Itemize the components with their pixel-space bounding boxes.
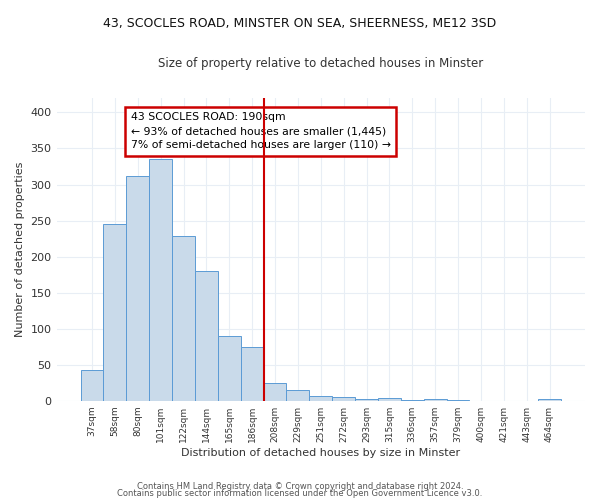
Bar bbox=[218, 336, 241, 400]
X-axis label: Distribution of detached houses by size in Minster: Distribution of detached houses by size … bbox=[181, 448, 460, 458]
Text: Contains public sector information licensed under the Open Government Licence v3: Contains public sector information licen… bbox=[118, 489, 482, 498]
Bar bbox=[310, 396, 332, 400]
Bar bbox=[263, 382, 286, 400]
Title: Size of property relative to detached houses in Minster: Size of property relative to detached ho… bbox=[158, 58, 484, 70]
Text: Contains HM Land Registry data © Crown copyright and database right 2024.: Contains HM Land Registry data © Crown c… bbox=[137, 482, 463, 491]
Bar bbox=[378, 398, 401, 400]
Bar bbox=[80, 370, 103, 400]
Bar bbox=[332, 397, 355, 400]
Y-axis label: Number of detached properties: Number of detached properties bbox=[15, 162, 25, 337]
Bar bbox=[195, 271, 218, 400]
Bar bbox=[286, 390, 310, 400]
Text: 43, SCOCLES ROAD, MINSTER ON SEA, SHEERNESS, ME12 3SD: 43, SCOCLES ROAD, MINSTER ON SEA, SHEERN… bbox=[103, 18, 497, 30]
Bar bbox=[172, 236, 195, 400]
Bar bbox=[103, 224, 127, 400]
Bar bbox=[127, 176, 149, 400]
Bar bbox=[241, 346, 263, 401]
Bar bbox=[424, 398, 446, 400]
Text: 43 SCOCLES ROAD: 190sqm
← 93% of detached houses are smaller (1,445)
7% of semi-: 43 SCOCLES ROAD: 190sqm ← 93% of detache… bbox=[131, 112, 391, 150]
Bar bbox=[149, 160, 172, 400]
